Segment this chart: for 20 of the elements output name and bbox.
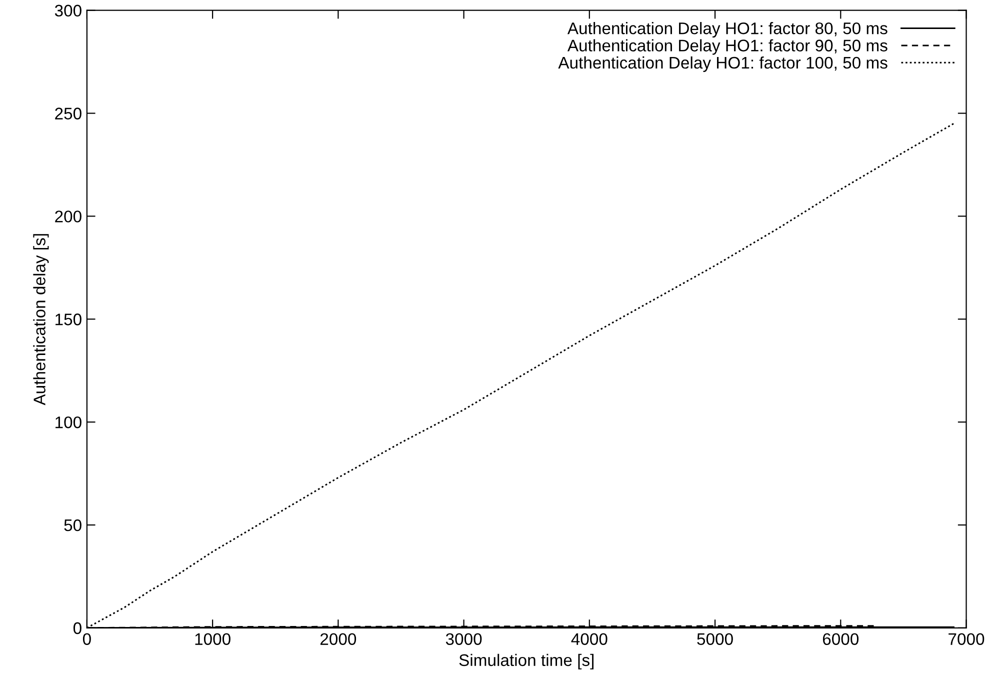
y-tick-label: 100	[56, 416, 82, 428]
y-tick-label: 250	[55, 108, 82, 120]
x-tick-label: 0	[82, 633, 91, 646]
legend-label: Authentication Delay HO1: factor 90, 50 ms	[567, 39, 888, 55]
y-axis-title: Authentication delay [s]	[33, 234, 49, 406]
x-axis-title: Simulation time [s]	[459, 654, 594, 670]
y-tick-label: 200	[55, 210, 82, 222]
x-tick-label: 7000	[948, 633, 984, 646]
x-tick-label: 1000	[195, 633, 230, 646]
y-tick-label: 300	[54, 4, 82, 17]
legend-label: Authentication Delay HO1: factor 100, 50 ms	[558, 56, 888, 72]
x-tick-label: 3000	[446, 633, 482, 646]
y-tick-label: 50	[64, 519, 82, 532]
legend-label: Authentication Delay HO1: factor 80, 50 ms	[567, 22, 888, 38]
x-tick-label: 6000	[822, 633, 859, 646]
y-tick-label: 0	[73, 622, 82, 634]
x-tick-label: 4000	[571, 633, 608, 646]
y-tick-label: 150	[56, 314, 82, 326]
x-tick-label: 2000	[320, 633, 356, 646]
x-tick-label: 5000	[697, 633, 733, 646]
